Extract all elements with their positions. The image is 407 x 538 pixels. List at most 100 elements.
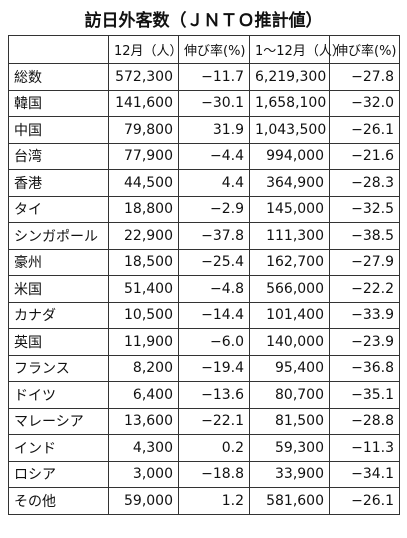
cell: −35.1 <box>329 381 400 409</box>
row: ドイツ 6,400 −13.6 80,700 −35.1 <box>8 381 400 409</box>
cell: −30.1 <box>178 89 250 117</box>
cell: −22.1 <box>178 407 250 435</box>
cell: 59,300 <box>249 434 330 462</box>
cell: 1,043,500 <box>249 116 330 144</box>
row-label: 英国 <box>8 328 109 356</box>
cell: 6,219,300 <box>249 63 330 91</box>
row: 英国 11,900 −6.0 140,000 −23.9 <box>8 328 400 356</box>
cell: −14.4 <box>178 301 250 329</box>
cell: −27.9 <box>329 248 400 276</box>
cell: 4.4 <box>178 169 250 197</box>
cell: 10,500 <box>108 301 179 329</box>
cell: −21.6 <box>329 142 400 170</box>
row-label: 韓国 <box>8 89 109 117</box>
row-label: カナダ <box>8 301 109 329</box>
cell: −25.4 <box>178 248 250 276</box>
row: ロシア 3,000 −18.8 33,900 −34.1 <box>8 460 400 488</box>
cell: −11.3 <box>329 434 400 462</box>
cell: 33,900 <box>249 460 330 488</box>
cell: −32.0 <box>329 89 400 117</box>
header-cell: 伸び率(%) <box>178 35 250 64</box>
cell: 3,000 <box>108 460 179 488</box>
cell: 364,900 <box>249 169 330 197</box>
cell: −27.8 <box>329 63 400 91</box>
header-cell <box>8 35 109 64</box>
cell: −23.9 <box>329 328 400 356</box>
row: 台湾 77,900 −4.4 994,000 −21.6 <box>8 142 400 170</box>
cell: 13,600 <box>108 407 179 435</box>
cell: 145,000 <box>249 195 330 223</box>
cell: 22,900 <box>108 222 179 250</box>
cell: −33.9 <box>329 301 400 329</box>
cell: 59,000 <box>108 487 179 515</box>
row-label: 中国 <box>8 116 109 144</box>
cell: 101,400 <box>249 301 330 329</box>
cell: −22.2 <box>329 275 400 303</box>
cell: 18,800 <box>108 195 179 223</box>
row: シンガポール 22,900 −37.8 111,300 −38.5 <box>8 222 400 250</box>
row: 米国 51,400 −4.8 566,000 −22.2 <box>8 275 400 303</box>
cell: 95,400 <box>249 354 330 382</box>
cell: −18.8 <box>178 460 250 488</box>
cell: 162,700 <box>249 248 330 276</box>
row-label: 香港 <box>8 169 109 197</box>
row-label: シンガポール <box>8 222 109 250</box>
row-label: フランス <box>8 354 109 382</box>
cell: −4.4 <box>178 142 250 170</box>
row-label: インド <box>8 434 109 462</box>
cell: −34.1 <box>329 460 400 488</box>
header-cell: 伸び率(%) <box>329 35 400 64</box>
cell: 111,300 <box>249 222 330 250</box>
cell: −32.5 <box>329 195 400 223</box>
row: カナダ 10,500 −14.4 101,400 −33.9 <box>8 301 400 329</box>
row: タイ 18,800 −2.9 145,000 −32.5 <box>8 195 400 223</box>
cell: 6,400 <box>108 381 179 409</box>
cell: −19.4 <box>178 354 250 382</box>
cell: 44,500 <box>108 169 179 197</box>
table: 12月（人） 伸び率(%) 1～12月（人） 伸び率(%) 総数 572,300 −11.7… <box>8 35 400 515</box>
row-label: その他 <box>8 487 109 515</box>
cell: −4.8 <box>178 275 250 303</box>
row-label: 米国 <box>8 275 109 303</box>
cell: 572,300 <box>108 63 179 91</box>
header-cell: 1～12月（人） <box>249 35 345 64</box>
row: 韓国 141,600 −30.1 1,658,100 −32.0 <box>8 89 400 117</box>
title: 訪日外客数（ＪＮＴＯ推計値） <box>84 11 323 31</box>
header-row: 12月（人） 伸び率(%) 1～12月（人） 伸び率(%) <box>8 35 400 64</box>
cell: −26.1 <box>329 116 400 144</box>
cell: 79,800 <box>108 116 179 144</box>
cell: 1,658,100 <box>249 89 330 117</box>
cell: −6.0 <box>178 328 250 356</box>
cell: 11,900 <box>108 328 179 356</box>
row-label: ロシア <box>8 460 109 488</box>
cell: −26.1 <box>329 487 400 515</box>
row: 中国 79,800 31.9 1,043,500 −26.1 <box>8 116 400 144</box>
cell: −11.7 <box>178 63 250 91</box>
cell: 581,600 <box>249 487 330 515</box>
cell: −36.8 <box>329 354 400 382</box>
cell: 4,300 <box>108 434 179 462</box>
row: その他 59,000 1.2 581,600 −26.1 <box>8 487 400 515</box>
cell: −2.9 <box>178 195 250 223</box>
row-label: 豪州 <box>8 248 109 276</box>
cell: 51,400 <box>108 275 179 303</box>
row: 香港 44,500 4.4 364,900 −28.3 <box>8 169 400 197</box>
cell: 140,000 <box>249 328 330 356</box>
table-body: 12月（人） 伸び率(%) 1～12月（人） 伸び率(%) 総数 572,300 −11.7… <box>8 35 400 515</box>
cell: 81,500 <box>249 407 330 435</box>
cell: 141,600 <box>108 89 179 117</box>
cell: 8,200 <box>108 354 179 382</box>
row-label: タイ <box>8 195 109 223</box>
cell: 18,500 <box>108 248 179 276</box>
header-cell: 12月（人） <box>108 35 183 64</box>
cell: 80,700 <box>249 381 330 409</box>
row: 総数 572,300 −11.7 6,219,300 −27.8 <box>8 63 400 91</box>
cell: 31.9 <box>178 116 250 144</box>
cell: −37.8 <box>178 222 250 250</box>
cell: −13.6 <box>178 381 250 409</box>
cell: 1.2 <box>178 487 250 515</box>
cell: 77,900 <box>108 142 179 170</box>
row-label: 総数 <box>8 63 109 91</box>
cell: 994,000 <box>249 142 330 170</box>
